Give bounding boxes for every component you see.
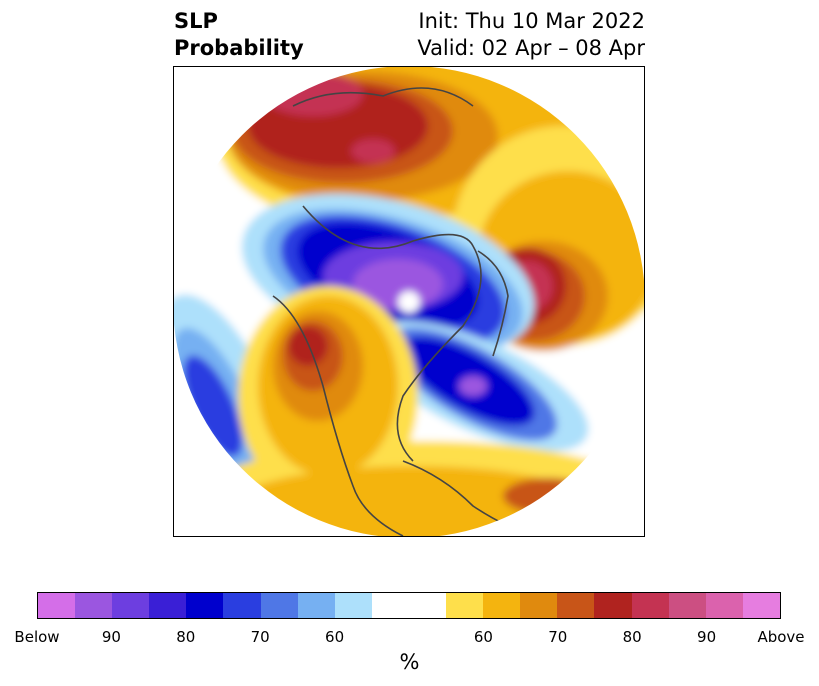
anomaly-baffin-below: [367, 320, 589, 452]
colorbar-swatch: [112, 593, 150, 618]
colorbar-ticks: Below 90 80 70 60 60 70 80 90 Above: [0, 628, 819, 648]
map-canvas: [173, 66, 645, 537]
colorbar-tick-label: 70: [250, 628, 270, 646]
colorbar-unit: %: [399, 650, 420, 674]
colorbar-swatch: [594, 593, 632, 618]
colorbar-swatch: [75, 593, 113, 618]
colorbar-tick-label: 80: [622, 628, 642, 646]
colorbar-swatch: [483, 593, 521, 618]
valid-range: Valid: 02 Apr – 08 Apr: [417, 36, 645, 60]
title-variable: SLP: [174, 9, 218, 33]
colorbar-swatch: [149, 593, 187, 618]
colorbar-tick-label: Below: [14, 628, 60, 646]
colorbar-tick-label: 90: [697, 628, 717, 646]
colorbar: [37, 592, 781, 619]
colorbar-tick-label: 90: [101, 628, 121, 646]
init-date: Init: Thu 10 Mar 2022: [418, 9, 645, 33]
colorbar-swatch: [334, 593, 372, 618]
colorbar-tick-label: Above: [757, 628, 805, 646]
colorbar-swatch: [668, 593, 706, 618]
colorbar-tick-label: 70: [548, 628, 568, 646]
colorbar-swatch: [260, 593, 298, 618]
colorbar-swatch: [446, 593, 484, 618]
chart-title: SLP Probability: [174, 8, 304, 62]
polar-map: [173, 66, 645, 537]
colorbar-swatch: [742, 593, 780, 618]
colorbar-swatch: [186, 593, 224, 618]
colorbar-swatch: [297, 593, 335, 618]
colorbar-swatch: [520, 593, 558, 618]
colorbar-swatch: [223, 593, 261, 618]
date-info: Init: Thu 10 Mar 2022 Valid: 02 Apr – 08…: [417, 8, 645, 62]
colorbar-swatch: [705, 593, 743, 618]
colorbar-swatch: [557, 593, 595, 618]
colorbar-tick-label: 60: [473, 628, 493, 646]
colorbar-swatch: [631, 593, 669, 618]
colorbar-swatch: [38, 593, 76, 618]
colorbar-swatch: [408, 593, 447, 618]
title-type: Probability: [174, 36, 304, 60]
colorbar-swatch: [371, 593, 409, 618]
colorbar-tick-label: 80: [176, 628, 196, 646]
colorbar-tick-label: 60: [325, 628, 345, 646]
